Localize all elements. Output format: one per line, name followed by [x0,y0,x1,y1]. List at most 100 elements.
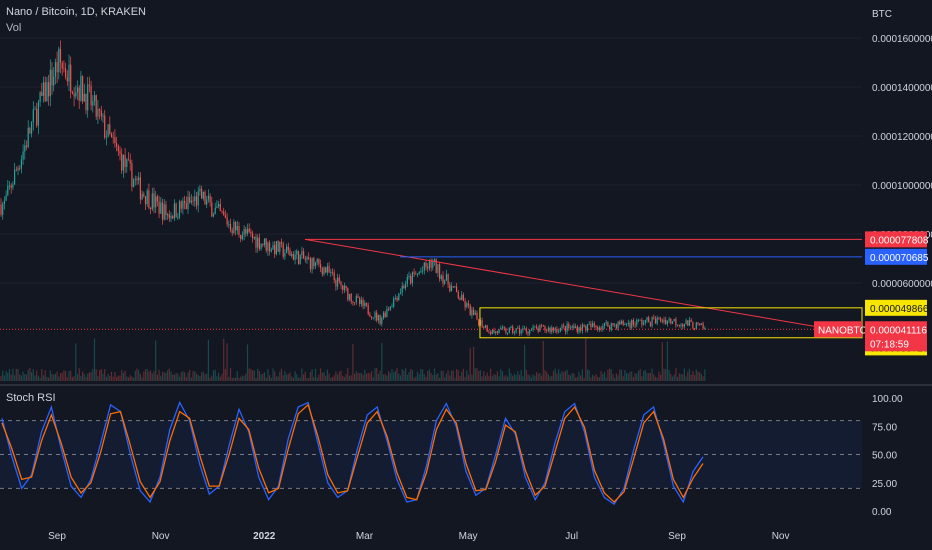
candle-body [428,259,430,269]
volume-bar [569,375,572,381]
candle-body [422,270,424,272]
volume-bar [624,369,626,381]
candle-body [75,92,77,97]
candle-body [607,322,609,327]
candle-body [369,314,371,317]
volume-bar [214,369,216,381]
candle-body [294,254,296,260]
candle-body [2,203,4,215]
volume-bar [576,376,578,381]
candle-body [27,127,29,148]
volume-bar [539,372,541,381]
volume-bar [218,372,220,381]
volume-bar [289,372,291,381]
volume-bar [699,372,701,381]
volume-bar [138,369,140,381]
volume-bar [357,372,359,381]
volume-bar [517,371,519,381]
candle-body [401,285,403,293]
candle-body [391,306,393,308]
volume-bar [592,374,594,381]
candle-body [313,257,315,267]
candle-body [114,137,116,144]
volume-bar [403,370,405,381]
chart-title: Nano / Bitcoin, 1D, KRAKEN [6,6,147,18]
time-axis[interactable]: Sep Nov 2022 Mar May Jul Sep Nov [48,531,789,542]
volume-bar [83,373,85,381]
candle-body [610,323,612,330]
candle-body [20,159,22,169]
candle-body [39,92,41,103]
candle-body [668,318,670,321]
volume-bar [435,374,437,381]
time-tick-label: Mar [356,531,374,542]
candle-body [146,190,148,205]
candle-body [88,84,90,86]
candle-body [226,217,228,225]
volume-bar [680,374,682,381]
candle-body [155,196,157,208]
candle-body [636,319,638,326]
volume-bar [469,347,471,381]
volume-bar [634,373,636,381]
candle-body [309,258,311,270]
volume-bar [350,375,352,381]
volume-bar [388,371,390,381]
volume-bar [313,377,315,381]
candle-body [564,326,566,332]
volume-bar [559,373,561,381]
volume-bar [139,373,141,381]
candle-body [593,323,595,326]
candle-body [279,242,281,252]
volume-bar [238,377,240,381]
candle-body [624,324,626,325]
candle-body [585,326,587,331]
candle-body [456,286,458,293]
volume-bar [430,372,432,381]
volume-bar [473,346,475,381]
candle-body [702,323,704,329]
volume-bar [233,377,235,381]
candle-body [571,326,573,328]
volume-bar [253,370,255,381]
volume-bar [56,371,58,381]
volume-bar [522,376,524,381]
candle-body [539,325,541,332]
candle-body [365,302,368,306]
candle-body [442,275,444,284]
volume-bar [122,372,124,381]
volume-bar [476,368,478,381]
candle-body [515,328,517,333]
volume-bar [493,373,495,381]
candle-body [201,188,203,199]
price-candles[interactable] [0,40,706,337]
volume-bar [376,368,378,381]
volume-bar [330,377,332,381]
rsi-axis[interactable]: 100.00 75.00 50.00 25.00 0.00 [872,394,903,518]
candle-body [486,325,488,332]
candle-body [338,277,340,282]
volume-bar [75,343,77,381]
volume-bar [639,368,641,381]
candle-body [551,327,553,332]
volume-bar [447,370,449,381]
volume-bar [641,376,643,381]
candle-body [306,257,308,260]
candle-body [342,285,344,291]
candle-body [326,266,328,273]
volume-bar [250,369,252,381]
volume-bar [459,376,461,381]
volume-bar [335,371,337,381]
volume-bar [406,374,408,381]
volume-bar [95,369,97,381]
candle-body [314,262,317,267]
candle-body [503,327,505,329]
candle-body [490,332,492,334]
volume-bar [466,370,468,381]
candle-body [267,242,269,251]
volume-bar [7,372,9,381]
volume-bar [170,371,172,381]
candle-body [36,108,38,126]
volume-bar [580,375,582,381]
candle-body [24,145,26,152]
